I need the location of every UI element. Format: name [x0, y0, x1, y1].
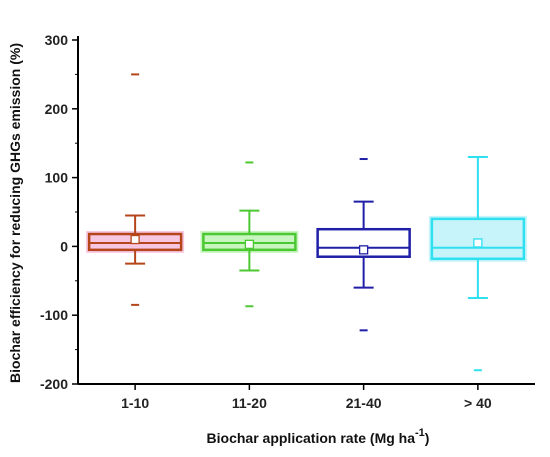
y-tick-label: -200 [40, 376, 68, 392]
plot-area: -200 -100 0 100 200 300 1-10 11-20 21-40 > 40 [40, 32, 535, 411]
box-iqr [430, 217, 526, 261]
box-halo [314, 226, 413, 260]
x-tick-label: 1-10 [121, 395, 149, 411]
y-tick-label: 100 [45, 170, 69, 186]
mean-marker [130, 234, 140, 245]
x-tick-label: 21-40 [346, 395, 382, 411]
x-tick-label: > 40 [464, 395, 492, 411]
mean-marker [358, 245, 369, 255]
x-tick-label: 11-20 [232, 395, 267, 411]
box-iqr [202, 232, 297, 252]
y-tick-label: 300 [45, 32, 69, 48]
mean-marker [244, 239, 255, 249]
y-tick-label: 200 [45, 101, 69, 117]
y-tick-label: -100 [40, 307, 68, 323]
y-axis-title: Biochar efficiency for reducing GHGs emi… [7, 43, 23, 383]
y-tick-label: 0 [60, 238, 68, 254]
x-axis-title: Biochar application rate (Mg ha-1) [207, 427, 430, 446]
mean-marker [473, 238, 483, 248]
box-iqr [316, 227, 411, 258]
box-iqr [87, 232, 183, 252]
